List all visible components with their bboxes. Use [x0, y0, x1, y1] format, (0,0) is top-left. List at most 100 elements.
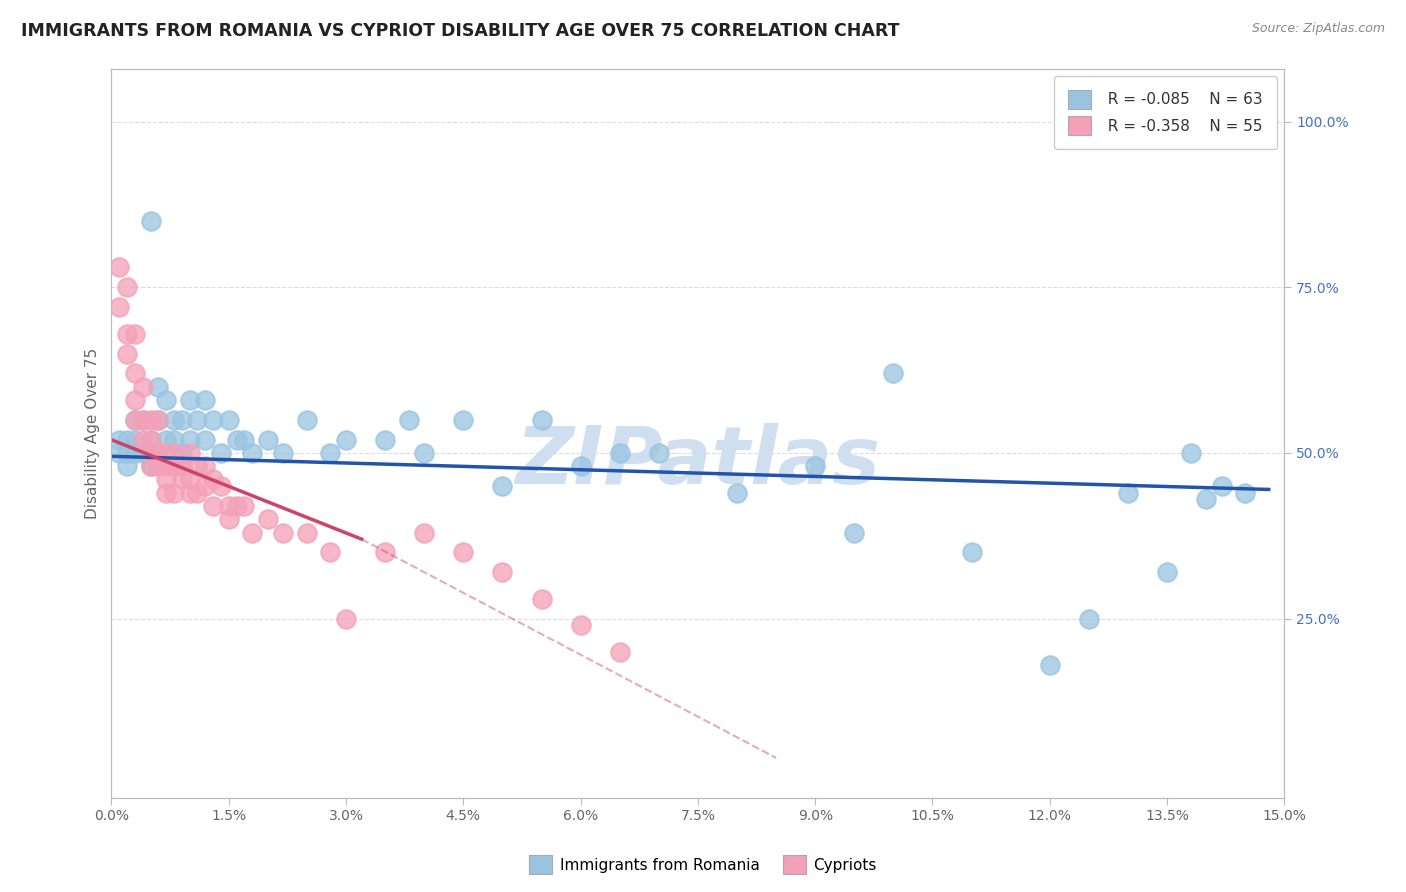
Point: [148, 446, 170, 460]
Point: [648, 446, 671, 460]
Point: [233, 499, 256, 513]
Point: [170, 473, 193, 487]
Point: [163, 433, 186, 447]
Point: [240, 446, 263, 460]
Point: [218, 499, 240, 513]
Point: [155, 446, 177, 460]
Point: [163, 459, 186, 474]
Point: [530, 413, 553, 427]
Y-axis label: Disability Age Over 75: Disability Age Over 75: [86, 348, 100, 519]
Point: [124, 433, 146, 447]
Point: [115, 446, 138, 460]
Point: [163, 485, 186, 500]
Point: [179, 473, 201, 487]
Point: [115, 433, 138, 447]
Point: [453, 413, 475, 427]
Point: [124, 413, 146, 427]
Point: [725, 485, 748, 500]
Legend: Immigrants from Romania, Cypriots: Immigrants from Romania, Cypriots: [523, 849, 883, 880]
Point: [398, 413, 420, 427]
Point: [256, 512, 278, 526]
Text: Source: ZipAtlas.com: Source: ZipAtlas.com: [1251, 22, 1385, 36]
Point: [256, 433, 278, 447]
Point: [1195, 492, 1218, 507]
Point: [139, 459, 162, 474]
Point: [319, 545, 342, 559]
Point: [225, 433, 247, 447]
Point: [131, 413, 153, 427]
Point: [1211, 479, 1233, 493]
Point: [453, 545, 475, 559]
Point: [155, 392, 177, 407]
Point: [1077, 612, 1099, 626]
Point: [139, 446, 162, 460]
Point: [1234, 485, 1257, 500]
Point: [1180, 446, 1202, 460]
Text: ZIPatlas: ZIPatlas: [516, 424, 880, 501]
Point: [609, 645, 631, 659]
Point: [155, 433, 177, 447]
Point: [194, 479, 217, 493]
Point: [139, 214, 162, 228]
Point: [124, 413, 146, 427]
Point: [225, 499, 247, 513]
Point: [202, 473, 225, 487]
Point: [202, 499, 225, 513]
Point: [491, 566, 513, 580]
Point: [131, 433, 153, 447]
Point: [155, 459, 177, 474]
Point: [413, 525, 436, 540]
Point: [186, 459, 208, 474]
Point: [170, 459, 193, 474]
Point: [139, 433, 162, 447]
Point: [569, 618, 592, 632]
Point: [273, 525, 295, 540]
Point: [108, 260, 131, 275]
Point: [218, 512, 240, 526]
Point: [163, 446, 186, 460]
Point: [295, 525, 318, 540]
Point: [1116, 485, 1139, 500]
Point: [209, 479, 232, 493]
Point: [124, 326, 146, 341]
Point: [194, 459, 217, 474]
Point: [319, 446, 342, 460]
Point: [186, 485, 208, 500]
Point: [124, 446, 146, 460]
Point: [179, 485, 201, 500]
Point: [139, 459, 162, 474]
Point: [374, 545, 396, 559]
Point: [194, 433, 217, 447]
Point: [233, 433, 256, 447]
Point: [139, 433, 162, 447]
Text: IMMIGRANTS FROM ROMANIA VS CYPRIOT DISABILITY AGE OVER 75 CORRELATION CHART: IMMIGRANTS FROM ROMANIA VS CYPRIOT DISAB…: [21, 22, 900, 40]
Point: [179, 392, 201, 407]
Point: [139, 446, 162, 460]
Point: [530, 591, 553, 606]
Point: [108, 446, 131, 460]
Point: [170, 413, 193, 427]
Point: [804, 459, 827, 474]
Point: [295, 413, 318, 427]
Point: [335, 612, 357, 626]
Point: [170, 459, 193, 474]
Point: [569, 459, 592, 474]
Point: [413, 446, 436, 460]
Point: [374, 433, 396, 447]
Point: [124, 367, 146, 381]
Point: [218, 413, 240, 427]
Point: [148, 459, 170, 474]
Point: [491, 479, 513, 493]
Point: [108, 300, 131, 314]
Point: [148, 380, 170, 394]
Point: [273, 446, 295, 460]
Point: [131, 380, 153, 394]
Point: [148, 446, 170, 460]
Point: [194, 392, 217, 407]
Point: [960, 545, 983, 559]
Point: [131, 446, 153, 460]
Point: [179, 446, 201, 460]
Point: [609, 446, 631, 460]
Point: [882, 367, 904, 381]
Point: [209, 446, 232, 460]
